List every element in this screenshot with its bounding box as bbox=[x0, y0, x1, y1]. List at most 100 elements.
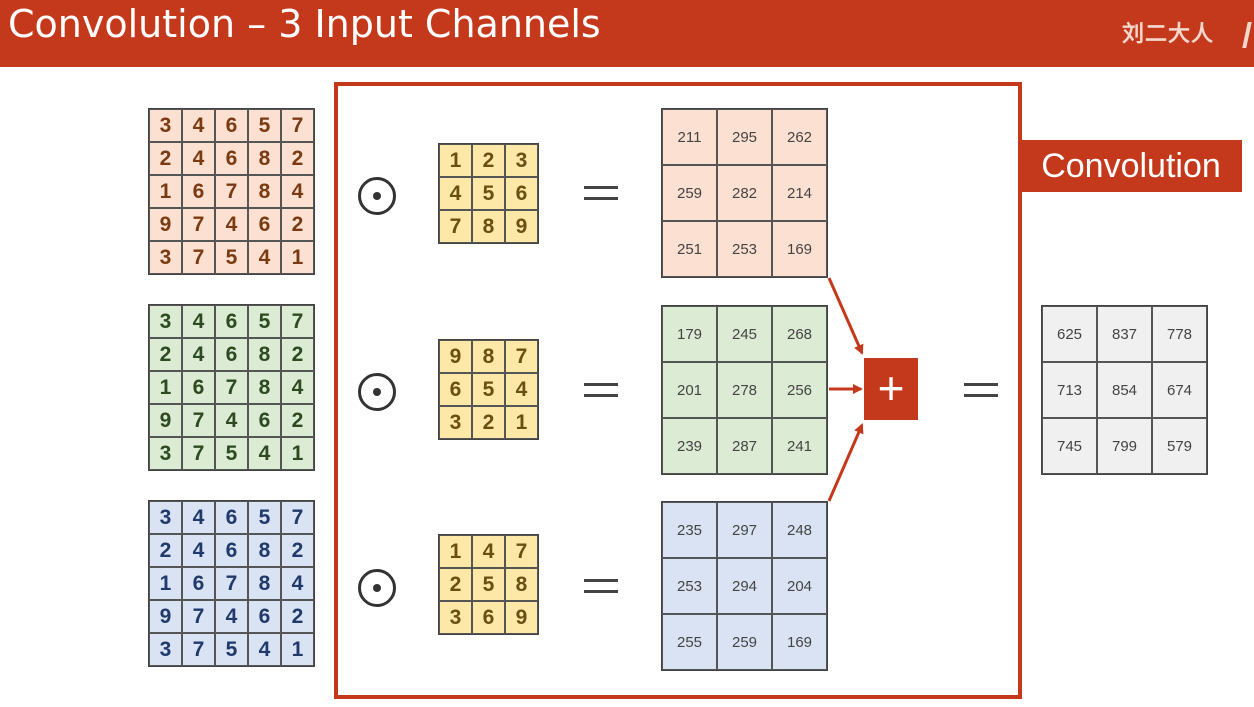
matrix-cell: 4 bbox=[281, 567, 314, 600]
matrix-cell: 253 bbox=[717, 221, 772, 277]
matrix-cell: 9 bbox=[149, 404, 182, 437]
matrix-cell: 241 bbox=[772, 418, 827, 474]
matrix-cell: 1 bbox=[281, 633, 314, 666]
matrix-cell: 4 bbox=[182, 305, 215, 338]
equals-sign-icon bbox=[584, 579, 618, 593]
matrix-cell: 4 bbox=[472, 535, 505, 568]
equals-sign-icon bbox=[584, 186, 618, 200]
convolve-operator-icon bbox=[358, 569, 396, 607]
matrix-cell: 7 bbox=[281, 305, 314, 338]
matrix-cell: 778 bbox=[1152, 306, 1207, 362]
matrix-cell: 214 bbox=[772, 165, 827, 221]
matrix-cell: 297 bbox=[717, 502, 772, 558]
matrix-cell: 2 bbox=[439, 568, 472, 601]
matrix-cell: 3 bbox=[149, 633, 182, 666]
matrix-cell: 256 bbox=[772, 362, 827, 418]
matrix-cell: 1 bbox=[439, 535, 472, 568]
title-bar: Convolution – 3 Input Channels 刘二大人 bbox=[0, 0, 1254, 67]
matrix-cell: 6 bbox=[505, 177, 538, 210]
matrix-cell: 294 bbox=[717, 558, 772, 614]
convolve-operator-icon bbox=[358, 177, 396, 215]
matrix-cell: 1 bbox=[439, 144, 472, 177]
matrix-cell: 674 bbox=[1152, 362, 1207, 418]
matrix-cell: 7 bbox=[215, 371, 248, 404]
matrix-cell: 9 bbox=[505, 601, 538, 634]
matrix-cell: 2 bbox=[149, 534, 182, 567]
matrix-cell: 7 bbox=[439, 210, 472, 243]
matrix-cell: 2 bbox=[281, 534, 314, 567]
matrix-cell: 8 bbox=[248, 567, 281, 600]
slide-title: Convolution – 3 Input Channels bbox=[8, 2, 601, 46]
matrix-cell: 3 bbox=[149, 437, 182, 470]
matrix-cell: 7 bbox=[182, 437, 215, 470]
matrix-cell: 1 bbox=[149, 175, 182, 208]
arrow-from-output-3 bbox=[827, 423, 864, 502]
matrix-cell: 8 bbox=[248, 534, 281, 567]
matrix-cell: 4 bbox=[215, 404, 248, 437]
matrix-cell: 6 bbox=[215, 109, 248, 142]
matrix-cell: 1 bbox=[149, 371, 182, 404]
matrix-cell: 3 bbox=[505, 144, 538, 177]
matrix-cell: 7 bbox=[281, 109, 314, 142]
matrix-cell: 5 bbox=[472, 373, 505, 406]
matrix-cell: 8 bbox=[248, 371, 281, 404]
matrix-cell: 2 bbox=[472, 144, 505, 177]
matrix-cell: 4 bbox=[281, 175, 314, 208]
matrix-cell: 9 bbox=[505, 210, 538, 243]
matrix-cell: 6 bbox=[215, 534, 248, 567]
matrix-cell: 4 bbox=[182, 142, 215, 175]
matrix-cell: 3 bbox=[439, 601, 472, 634]
matrix-cell: 837 bbox=[1097, 306, 1152, 362]
equals-sign-icon bbox=[964, 383, 998, 397]
matrix-cell: 7 bbox=[281, 501, 314, 534]
matrix-cell: 1 bbox=[281, 241, 314, 274]
matrix-cell: 262 bbox=[772, 109, 827, 165]
matrix-cell: 9 bbox=[149, 208, 182, 241]
matrix-cell: 4 bbox=[215, 208, 248, 241]
convolve-operator-icon bbox=[358, 373, 396, 411]
matrix-cell: 255 bbox=[662, 614, 717, 670]
matrix-cell: 8 bbox=[472, 210, 505, 243]
matrix-cell: 6 bbox=[215, 305, 248, 338]
matrix-cell: 1 bbox=[281, 437, 314, 470]
matrix-cell: 268 bbox=[772, 306, 827, 362]
matrix-cell: 7 bbox=[505, 340, 538, 373]
matrix-cell: 6 bbox=[182, 371, 215, 404]
matrix-cell: 7 bbox=[182, 404, 215, 437]
matrix-cell: 2 bbox=[281, 404, 314, 437]
matrix-cell: 6 bbox=[248, 600, 281, 633]
output-map-3: 235 297 248 253 294 204 255 259 169 bbox=[661, 501, 828, 671]
matrix-cell: 7 bbox=[182, 241, 215, 274]
matrix-cell: 204 bbox=[772, 558, 827, 614]
matrix-cell: 259 bbox=[717, 614, 772, 670]
matrix-cell: 745 bbox=[1042, 418, 1097, 474]
convolution-frame bbox=[334, 82, 1022, 699]
matrix-cell: 7 bbox=[215, 175, 248, 208]
matrix-cell: 713 bbox=[1042, 362, 1097, 418]
matrix-cell: 6 bbox=[248, 208, 281, 241]
matrix-cell: 2 bbox=[281, 600, 314, 633]
matrix-cell: 8 bbox=[472, 340, 505, 373]
matrix-cell: 251 bbox=[662, 221, 717, 277]
matrix-cell: 278 bbox=[717, 362, 772, 418]
output-map-1: 211 295 262 259 282 214 251 253 169 bbox=[661, 108, 828, 278]
matrix-cell: 2 bbox=[472, 406, 505, 439]
matrix-cell: 3 bbox=[439, 406, 472, 439]
matrix-cell: 2 bbox=[281, 142, 314, 175]
matrix-cell: 4 bbox=[182, 534, 215, 567]
matrix-cell: 169 bbox=[772, 614, 827, 670]
result-map: 625 837 778 713 854 674 745 799 579 bbox=[1041, 305, 1208, 475]
matrix-cell: 854 bbox=[1097, 362, 1152, 418]
matrix-cell: 5 bbox=[215, 241, 248, 274]
matrix-cell: 9 bbox=[149, 600, 182, 633]
matrix-cell: 239 bbox=[662, 418, 717, 474]
matrix-cell: 579 bbox=[1152, 418, 1207, 474]
matrix-cell: 5 bbox=[248, 501, 281, 534]
matrix-cell: 6 bbox=[215, 338, 248, 371]
matrix-cell: 4 bbox=[281, 371, 314, 404]
matrix-cell: 625 bbox=[1042, 306, 1097, 362]
matrix-cell: 9 bbox=[439, 340, 472, 373]
